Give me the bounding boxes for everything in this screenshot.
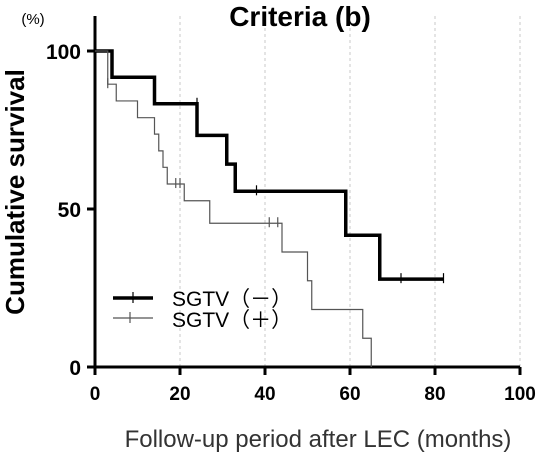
axes: 0 50 100 0 20 40 60 80 100 xyxy=(46,16,536,405)
y-unit-label: (%) xyxy=(21,11,44,28)
series-line-0 xyxy=(95,49,444,281)
x-tick-label-60: 60 xyxy=(339,384,360,405)
y-tick-label-100: 100 xyxy=(46,41,81,64)
y-tick-label-50: 50 xyxy=(58,199,81,222)
x-tick-label-0: 0 xyxy=(90,384,101,405)
x-tick-label-80: 80 xyxy=(424,384,445,405)
legend-label-sgtv-negative: SGTV（－） xyxy=(172,288,292,311)
y-axis-label: Cumulative survival xyxy=(0,69,30,315)
x-axis-label: Follow-up period after LEC (months) xyxy=(125,426,512,453)
series-group xyxy=(95,49,445,367)
x-tick-label-40: 40 xyxy=(254,384,275,405)
x-tick-label-100: 100 xyxy=(504,384,536,405)
legend-label-sgtv-positive: SGTV（＋） xyxy=(172,309,292,332)
series-line-1 xyxy=(95,50,372,367)
x-tick-label-20: 20 xyxy=(169,384,190,405)
legend: SGTV（－） SGTV（＋） xyxy=(113,288,292,332)
y-tick-label-0: 0 xyxy=(69,357,81,380)
chart-title: Criteria (b) xyxy=(229,1,371,32)
